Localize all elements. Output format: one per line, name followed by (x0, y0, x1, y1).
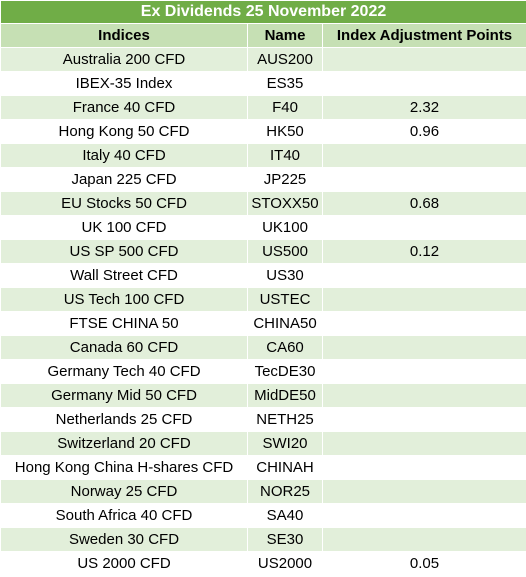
name-cell: AUS200 (247, 47, 323, 72)
adjustment-points-cell (321, 143, 526, 168)
index-cell: Germany Mid 50 CFD (0, 383, 248, 408)
adjustment-points-cell: 0.96 (321, 119, 526, 144)
adjustment-points-cell (321, 335, 526, 360)
name-cell: NETH25 (247, 407, 323, 432)
table-row: UK 100 CFD UK100 (0, 215, 526, 240)
table-row: Italy 40 CFD IT40 (0, 143, 526, 168)
name-cell: ES35 (247, 71, 323, 96)
adjustment-points-cell (321, 71, 526, 96)
table-row: Germany Tech 40 CFD TecDE30 (0, 359, 526, 384)
name-cell: HK50 (247, 119, 323, 144)
table-row: Germany Mid 50 CFD MidDE50 (0, 383, 526, 408)
table-row: IBEX-35 Index ES35 (0, 71, 526, 96)
index-cell: Hong Kong 50 CFD (0, 119, 248, 144)
adjustment-points-cell (321, 215, 526, 240)
table-row: France 40 CFD F40 2.32 (0, 95, 526, 120)
index-cell: Switzerland 20 CFD (0, 431, 248, 456)
table-row: Netherlands 25 CFD NETH25 (0, 407, 526, 432)
index-cell: Canada 60 CFD (0, 335, 248, 360)
header-row: Indices Name Index Adjustment Points (0, 23, 526, 48)
index-cell: Australia 200 CFD (0, 47, 248, 72)
index-cell: Netherlands 25 CFD (0, 407, 248, 432)
column-header-name: Name (247, 23, 323, 48)
name-cell: USTEC (247, 287, 323, 312)
name-cell: SA40 (247, 503, 323, 528)
index-cell: Wall Street CFD (0, 263, 248, 288)
adjustment-points-cell: 0.68 (321, 191, 526, 216)
index-cell: US Tech 100 CFD (0, 287, 248, 312)
adjustment-points-cell (321, 527, 526, 552)
name-cell: CA60 (247, 335, 323, 360)
table-row: Japan 225 CFD JP225 (0, 167, 526, 192)
index-cell: Germany Tech 40 CFD (0, 359, 248, 384)
table-row: EU Stocks 50 CFD STOXX50 0.68 (0, 191, 526, 216)
name-cell: SWI20 (247, 431, 323, 456)
adjustment-points-cell: 0.12 (321, 239, 526, 264)
index-cell: EU Stocks 50 CFD (0, 191, 248, 216)
adjustment-points-cell (321, 311, 526, 336)
table-row: Sweden 30 CFD SE30 (0, 527, 526, 552)
name-cell: F40 (247, 95, 323, 120)
index-cell: US SP 500 CFD (0, 239, 248, 264)
index-cell: IBEX-35 Index (0, 71, 248, 96)
table-body: Australia 200 CFD AUS200 IBEX-35 Index ES35… (0, 47, 526, 576)
name-cell: JP225 (247, 167, 323, 192)
index-cell: France 40 CFD (0, 95, 248, 120)
table-row: Hong Kong China H-shares CFD CHINAH (0, 455, 526, 480)
adjustment-points-cell (321, 455, 526, 480)
table-row: Wall Street CFD US30 (0, 263, 526, 288)
index-cell: Italy 40 CFD (0, 143, 248, 168)
name-cell: US30 (247, 263, 323, 288)
index-cell: Norway 25 CFD (0, 479, 248, 504)
name-cell: US500 (247, 239, 323, 264)
index-cell: Japan 225 CFD (0, 167, 248, 192)
index-cell: South Africa 40 CFD (0, 503, 248, 528)
table-row: Australia 200 CFD AUS200 (0, 47, 526, 72)
table-row: US 2000 CFD US2000 0.05 (0, 551, 526, 576)
table-row: Canada 60 CFD CA60 (0, 335, 526, 360)
name-cell: MidDE50 (247, 383, 323, 408)
adjustment-points-cell (321, 287, 526, 312)
table-title: Ex Dividends 25 November 2022 (0, 0, 526, 24)
name-cell: UK100 (247, 215, 323, 240)
column-header-adjustment-points: Index Adjustment Points (321, 23, 526, 48)
adjustment-points-cell (321, 503, 526, 528)
table-row: Hong Kong 50 CFD HK50 0.96 (0, 119, 526, 144)
adjustment-points-cell: 0.05 (321, 551, 526, 576)
adjustment-points-cell (321, 479, 526, 504)
adjustment-points-cell (321, 47, 526, 72)
table-row: US Tech 100 CFD USTEC (0, 287, 526, 312)
adjustment-points-cell (321, 431, 526, 456)
adjustment-points-cell (321, 359, 526, 384)
table-row: US SP 500 CFD US500 0.12 (0, 239, 526, 264)
name-cell: CHINA50 (247, 311, 323, 336)
adjustment-points-cell: 2.32 (321, 95, 526, 120)
title-row: Ex Dividends 25 November 2022 (0, 0, 526, 24)
table-row: FTSE CHINA 50 CHINA50 (0, 311, 526, 336)
index-cell: US 2000 CFD (0, 551, 248, 576)
name-cell: TecDE30 (247, 359, 323, 384)
name-cell: IT40 (247, 143, 323, 168)
table-row: Switzerland 20 CFD SWI20 (0, 431, 526, 456)
column-header-indices: Indices (0, 23, 248, 48)
index-cell: FTSE CHINA 50 (0, 311, 248, 336)
table-row: Norway 25 CFD NOR25 (0, 479, 526, 504)
index-cell: Sweden 30 CFD (0, 527, 248, 552)
name-cell: STOXX50 (247, 191, 323, 216)
index-cell: UK 100 CFD (0, 215, 248, 240)
name-cell: US2000 (247, 551, 323, 576)
table-row: South Africa 40 CFD SA40 (0, 503, 526, 528)
name-cell: NOR25 (247, 479, 323, 504)
name-cell: SE30 (247, 527, 323, 552)
adjustment-points-cell (321, 383, 526, 408)
adjustment-points-cell (321, 167, 526, 192)
adjustment-points-cell (321, 263, 526, 288)
name-cell: CHINAH (247, 455, 323, 480)
index-cell: Hong Kong China H-shares CFD (0, 455, 248, 480)
adjustment-points-cell (321, 407, 526, 432)
